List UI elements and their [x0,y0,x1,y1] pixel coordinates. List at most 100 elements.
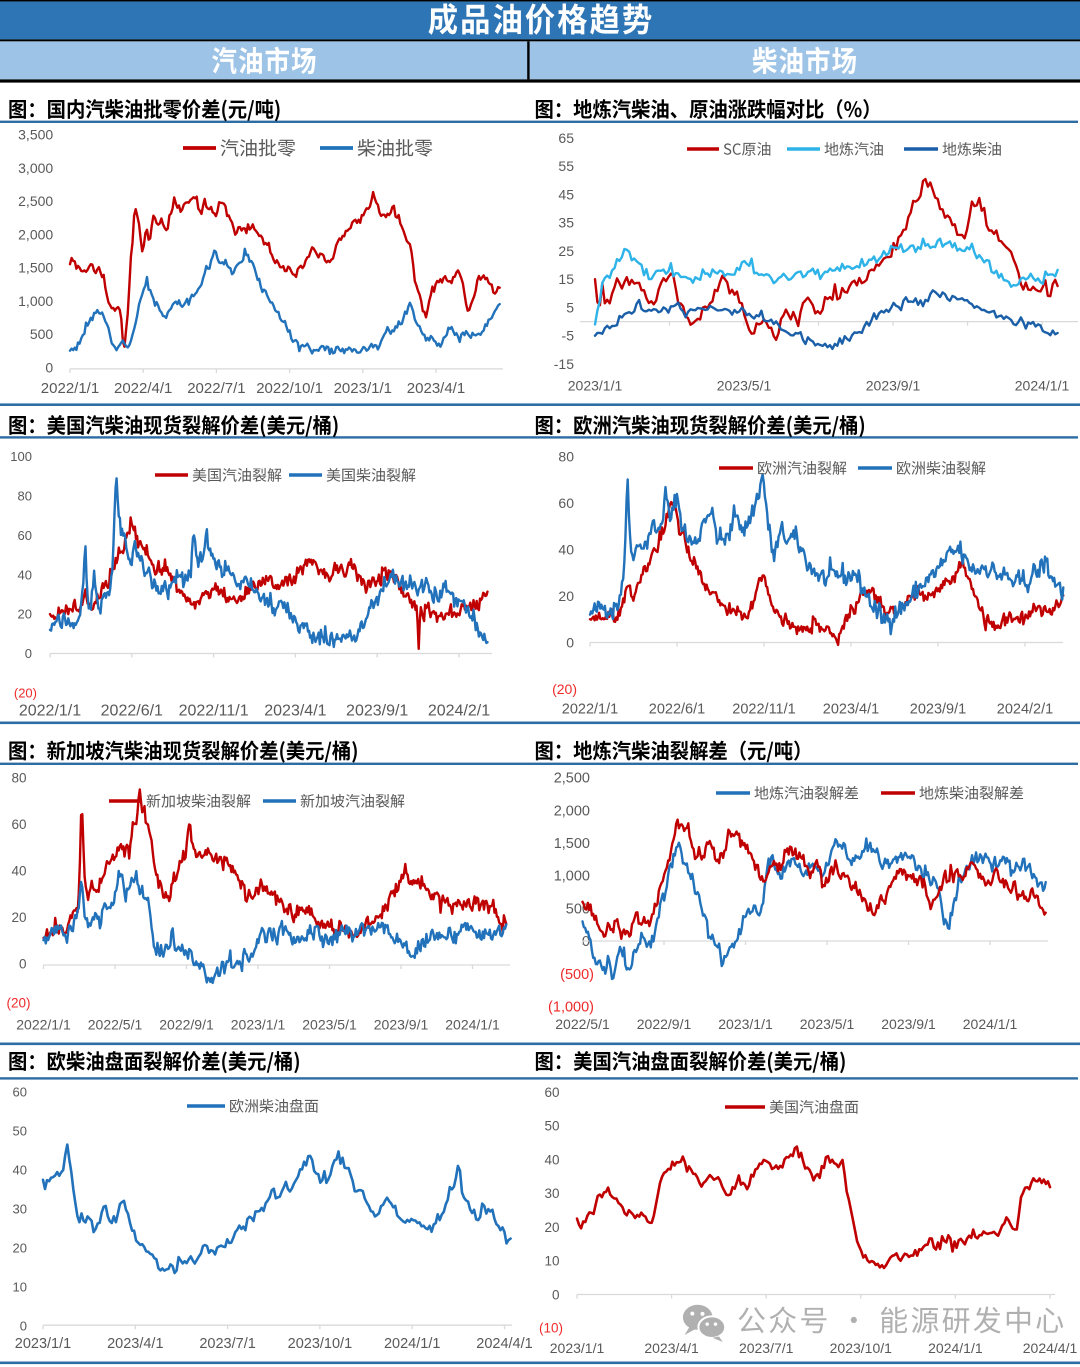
svg-text:2023/4/1: 2023/4/1 [644,1340,699,1356]
svg-text:40: 40 [13,1163,27,1178]
svg-text:3,000: 3,000 [18,160,53,176]
svg-text:20: 20 [13,1241,27,1256]
svg-text:2023/9/1: 2023/9/1 [346,703,408,720]
svg-text:2022/9/1: 2022/9/1 [159,1017,214,1033]
svg-text:40: 40 [558,542,574,558]
svg-text:0: 0 [566,635,574,651]
svg-text:2023/1/1: 2023/1/1 [231,1017,286,1033]
svg-text:2024/1/1: 2024/1/1 [445,1017,500,1033]
svg-text:2,500: 2,500 [18,193,53,209]
svg-text:2023/4/1: 2023/4/1 [823,702,879,718]
svg-text:1,000: 1,000 [554,869,590,885]
svg-text:10: 10 [544,1254,559,1269]
svg-text:0: 0 [19,956,27,971]
svg-text:2023/10/1: 2023/10/1 [830,1340,892,1356]
svg-text:1,000: 1,000 [18,293,53,309]
svg-text:1,500: 1,500 [554,836,590,852]
svg-text:2024/2/1: 2024/2/1 [997,702,1053,718]
svg-text:2023/9/1: 2023/9/1 [910,702,966,718]
svg-text:2023/1/1: 2023/1/1 [718,1016,773,1032]
svg-text:2023/5/1: 2023/5/1 [800,1016,855,1032]
svg-text:2023/7/1: 2023/7/1 [199,1336,255,1352]
svg-text:2,000: 2,000 [18,226,53,242]
svg-text:(500): (500) [560,967,594,983]
svg-text:2023/10/1: 2023/10/1 [288,1336,353,1352]
svg-text:60: 60 [558,495,574,511]
svg-text:-15: -15 [554,356,574,372]
svg-text:2023/5/1: 2023/5/1 [717,378,772,394]
svg-text:2,500: 2,500 [554,771,590,787]
svg-text:2022/7/1: 2022/7/1 [187,380,245,397]
svg-text:2022/6/1: 2022/6/1 [101,703,163,720]
svg-text:3,500: 3,500 [18,127,53,143]
svg-text:25: 25 [558,243,574,259]
svg-text:(20): (20) [6,996,30,1011]
svg-text:2022/1/1: 2022/1/1 [562,702,618,718]
svg-text:60: 60 [11,817,26,832]
svg-text:2022/1/1: 2022/1/1 [16,1017,71,1033]
svg-text:40: 40 [11,863,26,878]
svg-text:2024/4/1: 2024/4/1 [1023,1340,1078,1356]
svg-text:35: 35 [558,215,574,231]
svg-text:60: 60 [544,1085,559,1100]
svg-text:2022/5/1: 2022/5/1 [88,1017,143,1033]
svg-text:65: 65 [558,130,574,146]
svg-text:40: 40 [544,1152,559,1167]
svg-text:50: 50 [544,1119,559,1134]
svg-text:20: 20 [558,588,574,604]
svg-text:2023/7/1: 2023/7/1 [739,1340,794,1356]
svg-text:2023/9/1: 2023/9/1 [374,1017,429,1033]
svg-text:-5: -5 [562,328,575,344]
svg-text:80: 80 [18,489,32,504]
svg-text:60: 60 [13,1085,27,1100]
svg-text:0: 0 [552,1287,560,1302]
svg-text:100: 100 [10,449,32,464]
svg-text:2022/11/1: 2022/11/1 [179,703,249,720]
svg-text:0: 0 [25,646,32,661]
svg-text:1,500: 1,500 [18,260,53,276]
svg-text:30: 30 [544,1186,559,1201]
svg-text:10: 10 [13,1280,27,1295]
svg-text:2022/4/1: 2022/4/1 [114,380,172,397]
svg-text:50: 50 [13,1124,27,1139]
svg-text:2024/4/1: 2024/4/1 [476,1336,532,1352]
svg-text:0: 0 [582,934,590,950]
svg-text:60: 60 [18,528,32,543]
svg-text:(1,000): (1,000) [548,1000,594,1016]
svg-text:2023/5/1: 2023/5/1 [302,1017,357,1033]
svg-text:2023/1/1: 2023/1/1 [334,380,392,397]
svg-text:2022/10/1: 2022/10/1 [256,380,323,397]
svg-text:2024/1/1: 2024/1/1 [1015,378,1070,394]
svg-text:5: 5 [566,299,574,315]
svg-text:2022/1/1: 2022/1/1 [19,703,81,720]
svg-text:20: 20 [18,607,32,622]
svg-text:2023/9/1: 2023/9/1 [881,1016,936,1032]
svg-text:2023/4/1: 2023/4/1 [107,1336,163,1352]
svg-text:20: 20 [11,910,26,925]
svg-text:(20): (20) [14,686,37,701]
svg-text:2022/1/1: 2022/1/1 [41,380,99,397]
svg-text:20: 20 [544,1220,559,1235]
svg-text:2022/6/1: 2022/6/1 [649,702,705,718]
svg-text:80: 80 [558,449,574,465]
svg-text:0: 0 [45,359,53,375]
svg-text:2023/4/1: 2023/4/1 [407,380,465,397]
svg-text:45: 45 [558,186,574,202]
svg-text:30: 30 [13,1202,27,1217]
svg-text:2,000: 2,000 [554,803,590,819]
svg-text:55: 55 [558,158,574,174]
svg-text:2023/4/1: 2023/4/1 [264,703,326,720]
svg-text:80: 80 [11,770,26,785]
svg-text:0: 0 [20,1319,27,1334]
svg-text:2023/1/1: 2023/1/1 [568,378,623,394]
svg-text:2024/1/1: 2024/1/1 [963,1016,1018,1032]
svg-text:40: 40 [18,567,32,582]
svg-text:500: 500 [30,326,54,342]
svg-text:2023/1/1: 2023/1/1 [15,1336,71,1352]
svg-text:15: 15 [558,271,574,287]
svg-text:2022/9/1: 2022/9/1 [637,1016,692,1032]
svg-text:2023/1/1: 2023/1/1 [550,1340,605,1356]
svg-text:2024/2/1: 2024/2/1 [428,703,490,720]
svg-text:2023/9/1: 2023/9/1 [866,378,921,394]
svg-text:(20): (20) [552,681,577,697]
